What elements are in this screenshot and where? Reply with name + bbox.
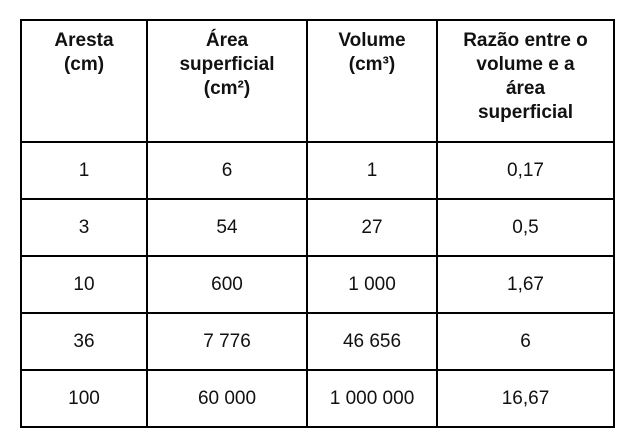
table-cell: 100 [20,369,148,428]
table-cell: 6 [436,312,615,371]
header-line: área [505,78,546,99]
table-cell: 1 [20,141,148,200]
table-row: 1 6 1 0,17 [20,141,615,200]
table-cell: 7 776 [146,312,308,371]
table-cell: 36 [20,312,148,371]
header-line: superficial [179,54,275,75]
table-cell: 3 [20,198,148,257]
table-cell: 0,17 [436,141,615,200]
header-line: Aresta [54,30,114,51]
header-line: (cm³) [348,54,396,75]
header-cell: Área superficial (cm²) [146,19,308,143]
table-cell: 16,67 [436,369,615,428]
table-cell: 6 [146,141,308,200]
header-line: volume e a [476,54,575,75]
table-cell: 27 [306,198,438,257]
header-line: (cm²) [203,78,251,99]
table-cell: 54 [146,198,308,257]
table-cell: 1 [306,141,438,200]
header-line: (cm) [63,54,105,75]
table-cell: 0,5 [436,198,615,257]
table-row: 3 54 27 0,5 [20,198,615,257]
table-row: 100 60 000 1 000 000 16,67 [20,369,615,428]
table-cell: 10 [20,255,148,314]
table-cell: 1 000 [306,255,438,314]
table-cell: 1 000 000 [306,369,438,428]
header-line: Volume [338,30,406,51]
header-cell: Volume (cm³) [306,19,438,143]
table-cell: 600 [146,255,308,314]
header-cell: Razão entre o volume e a área superficial [436,19,615,143]
header-row: Aresta (cm) Área superficial (cm²) Volume (cm³… [20,19,615,143]
table-cell: 1,67 [436,255,615,314]
header-line: superficial [477,102,574,123]
table-cell: 60 000 [146,369,308,428]
table-body: 1 6 1 0,17 3 54 27 0,5 10 600 1 000 1,67 36 7 776 46 6… [20,141,615,428]
header-line: Área [205,30,249,51]
data-table: Aresta (cm) Área superficial (cm²) Volume (cm³… [20,19,615,428]
table-row: 10 600 1 000 1,67 [20,255,615,314]
table-row: 36 7 776 46 656 6 [20,312,615,371]
table-cell: 46 656 [306,312,438,371]
header-cell: Aresta (cm) [20,19,148,143]
header-line: Razão entre o [463,30,588,51]
